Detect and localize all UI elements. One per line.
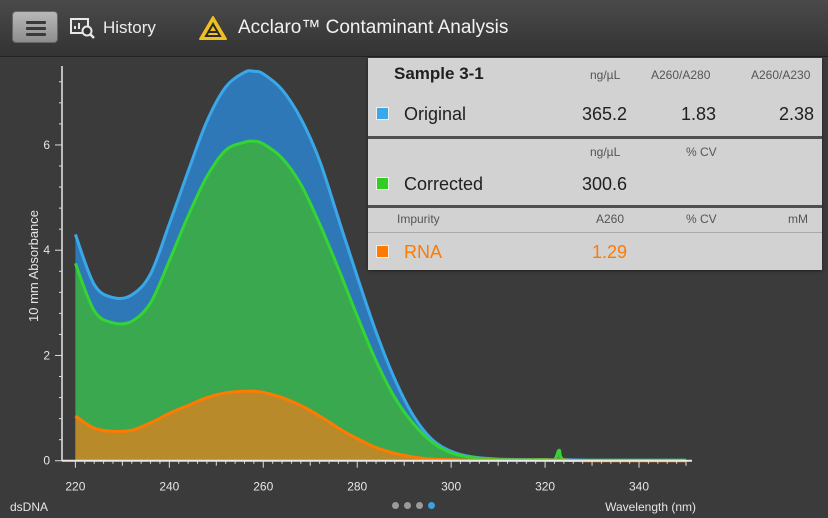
sample-type-label: dsDNA xyxy=(10,500,49,514)
history-label: History xyxy=(103,18,156,37)
sample-name: Sample 3-1 xyxy=(394,64,484,83)
page-dot[interactable] xyxy=(404,502,411,509)
page-dot[interactable] xyxy=(416,502,423,509)
x-tick-label: 260 xyxy=(253,480,273,494)
corrected-area xyxy=(75,141,687,461)
top-bar: History Acclaro™ Contaminant Analysis xyxy=(0,0,828,57)
y-tick-label: 2 xyxy=(43,348,50,362)
corrected-swatch xyxy=(376,177,389,190)
impurity-header-mm: mM xyxy=(788,212,808,226)
impurity-header-label: Impurity xyxy=(397,212,440,226)
x-tick-label: 280 xyxy=(347,480,367,494)
header-ng-ul: ng/µL xyxy=(590,68,621,82)
header-a260-a280: A260/A280 xyxy=(651,68,711,82)
rna-row[interactable]: RNA 1.29 xyxy=(368,232,822,271)
impurity-header-cv: % CV xyxy=(686,212,717,226)
history-chart-search-icon xyxy=(70,18,95,39)
header-a260-a230: A260/A230 xyxy=(751,68,811,82)
rna-area xyxy=(75,391,687,461)
sample-header-row: Sample 3-1 ng/µL A260/A280 A260/A230 xyxy=(368,58,822,92)
rna-a260: 1.29 xyxy=(591,242,627,262)
rna-swatch xyxy=(376,245,389,258)
corrected-header-ng-ul: ng/µL xyxy=(590,145,621,159)
original-a260-a280: 1.83 xyxy=(680,104,716,124)
y-axis-label: 10 mm Absorbance xyxy=(26,210,41,322)
hamburger-menu-icon[interactable] xyxy=(12,11,58,43)
impurity-header-a260: A260 xyxy=(596,212,625,226)
rna-label: RNA xyxy=(404,242,443,262)
x-axis-label: Wavelength (nm) xyxy=(605,500,696,514)
corrected-row[interactable]: Corrected 300.6 xyxy=(368,165,822,205)
corrected-label: Corrected xyxy=(404,174,484,194)
history-button[interactable]: History xyxy=(70,12,156,44)
impurity-header-row: Impurity A260 % CV mM xyxy=(368,205,822,232)
x-tick-label: 300 xyxy=(441,480,461,494)
y-tick-label: 0 xyxy=(43,454,50,468)
original-row[interactable]: Original 365.2 1.83 2.38 xyxy=(368,92,822,136)
original-ng-ul: 365.2 xyxy=(581,104,627,124)
original-a260-a230: 2.38 xyxy=(778,104,814,124)
corrected-header-cv: % CV xyxy=(686,145,717,159)
x-tick-label: 240 xyxy=(159,480,179,494)
app-title: Acclaro™ Contaminant Analysis xyxy=(238,17,509,38)
x-tick-label: 340 xyxy=(629,480,649,494)
original-swatch xyxy=(376,107,389,120)
absorbance-chart[interactable]: 220 240 260 280 300 320 340 0 2 4 6 10 mm Absorbanc… xyxy=(0,56,828,518)
original-label: Original xyxy=(404,104,467,124)
corrected-ng-ul: 300.6 xyxy=(581,174,627,194)
app-title-area: Acclaro™ Contaminant Analysis xyxy=(198,12,508,44)
x-tick-label: 220 xyxy=(65,480,85,494)
page-dot-active[interactable] xyxy=(428,502,435,509)
page-indicator[interactable] xyxy=(392,502,435,509)
y-tick-label: 4 xyxy=(43,243,50,257)
results-table[interactable]: Sample 3-1 ng/µL A260/A280 A260/A230 Ori… xyxy=(368,58,822,270)
acclaro-warning-triangle-icon xyxy=(199,16,227,40)
y-tick-label: 6 xyxy=(43,138,50,152)
x-tick-label: 320 xyxy=(535,480,555,494)
corrected-header-row: ng/µL % CV xyxy=(368,136,822,165)
page-dot[interactable] xyxy=(392,502,399,509)
